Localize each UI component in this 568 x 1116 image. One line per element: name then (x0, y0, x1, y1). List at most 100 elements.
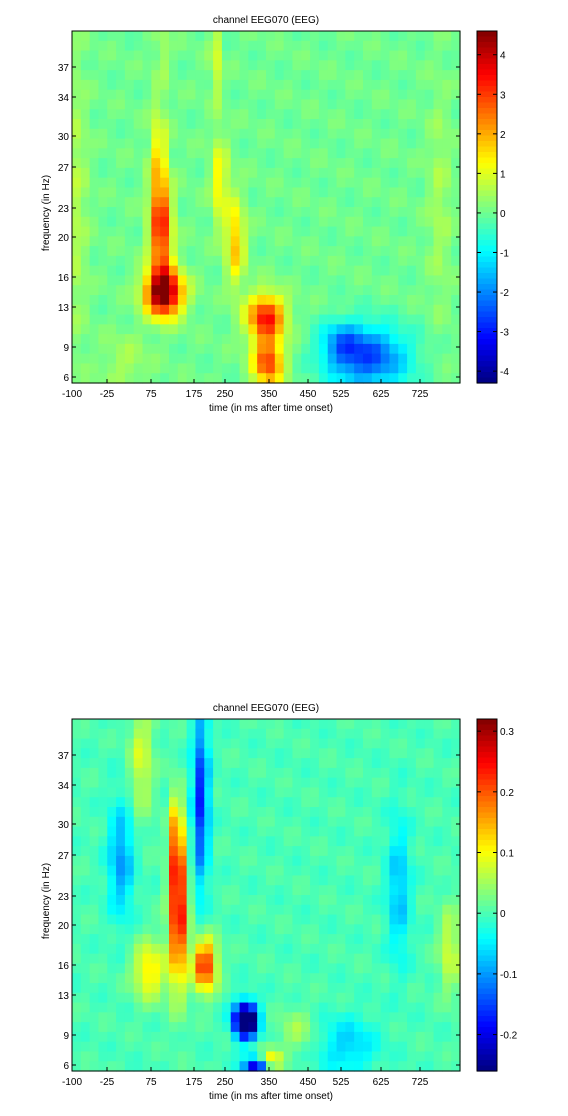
heatmap-cell (151, 177, 161, 189)
heatmap-cell (186, 953, 197, 965)
heatmap-cell (186, 265, 197, 277)
heatmap-cell (221, 943, 232, 955)
heatmap-cell (327, 797, 338, 808)
heatmap-cell (380, 89, 391, 101)
heatmap-cell (89, 748, 100, 759)
colorbar-segment (477, 251, 497, 258)
heatmap-cell (133, 363, 144, 374)
heatmap-cell (354, 285, 364, 296)
heatmap-cell (274, 816, 285, 828)
heatmap-cell (239, 216, 249, 228)
heatmap-cell (327, 826, 338, 837)
heatmap-cell (292, 207, 302, 218)
heatmap-cell (221, 738, 232, 749)
heatmap-cell (160, 992, 170, 1004)
heatmap-cell (310, 138, 320, 149)
heatmap-cell (257, 1061, 267, 1072)
heatmap-cell (133, 99, 144, 110)
heatmap-cell (389, 353, 399, 365)
heatmap-cell (354, 197, 364, 208)
colorbar-segment (477, 988, 497, 995)
y-tick-label: 30 (58, 132, 70, 143)
heatmap-cell (292, 943, 302, 955)
heatmap-cell (177, 334, 188, 345)
colorbar-segment (477, 58, 497, 65)
heatmap-cell (195, 728, 205, 740)
heatmap-cell (169, 807, 179, 818)
heatmap-cell (292, 148, 302, 159)
heatmap-cell (301, 719, 311, 730)
heatmap-cell (327, 904, 338, 916)
heatmap-cell (248, 846, 258, 857)
heatmap-cell (371, 324, 382, 335)
heatmap-cell (89, 60, 100, 71)
heatmap-cell (257, 885, 267, 896)
heatmap-cell (389, 895, 399, 906)
heatmap-cell (89, 943, 100, 955)
heatmap-cell (407, 748, 417, 759)
heatmap-cell (345, 363, 355, 374)
heatmap-cell (124, 295, 135, 306)
heatmap-cell (433, 197, 443, 208)
heatmap-cell (257, 207, 267, 218)
heatmap-cell (230, 1002, 241, 1013)
heatmap-cell (327, 1041, 338, 1053)
heatmap-cell (151, 1022, 161, 1033)
x-tick-label: -100 (62, 1077, 82, 1088)
heatmap-cell (389, 246, 399, 257)
heatmap-cell (204, 748, 214, 759)
heatmap-cell (283, 934, 294, 945)
heatmap-cell (310, 983, 320, 994)
heatmap-cell (354, 246, 364, 257)
heatmap-cell (186, 983, 197, 994)
heatmap-cell (266, 207, 276, 218)
heatmap-cell (142, 255, 152, 267)
heatmap-cell (151, 40, 161, 52)
colorbar-tick-label: -3 (500, 328, 509, 339)
heatmap-cell (213, 285, 223, 296)
heatmap-cell (301, 207, 311, 218)
heatmap-cell (310, 895, 320, 906)
heatmap-cell (283, 343, 294, 355)
heatmap-cell (116, 728, 126, 740)
heatmap-cell (292, 846, 302, 857)
heatmap-cell (221, 197, 232, 208)
colorbar-segment (477, 179, 497, 186)
heatmap-cell (98, 865, 108, 877)
heatmap-cell (169, 89, 179, 101)
heatmap-cell (257, 875, 267, 886)
heatmap-cell (415, 187, 426, 198)
heatmap-cell (327, 148, 338, 159)
heatmap-cell (398, 79, 408, 91)
heatmap-cell (124, 1031, 135, 1043)
heatmap-cell (415, 738, 426, 749)
heatmap-cell (407, 138, 417, 149)
heatmap-cell (371, 816, 382, 828)
heatmap-cell (274, 128, 285, 140)
heatmap-cell (142, 983, 152, 994)
heatmap-cell (274, 334, 285, 345)
heatmap-cell (195, 314, 205, 325)
heatmap-cell (345, 963, 355, 974)
heatmap-cell (336, 934, 346, 945)
heatmap-cell (433, 236, 443, 247)
heatmap-cell (318, 855, 329, 867)
heatmap-cell (433, 855, 443, 867)
heatmap-cell (398, 797, 408, 808)
heatmap-cell (389, 875, 399, 886)
heatmap-cell (283, 216, 294, 228)
heatmap-cell (257, 777, 267, 789)
heatmap-cell (380, 79, 391, 91)
heatmap-cell (310, 865, 320, 877)
heatmap-cell (177, 787, 188, 798)
colorbar-segment (477, 273, 497, 280)
heatmap-cell (327, 719, 338, 730)
heatmap-cell (160, 187, 170, 198)
heatmap-cell (248, 324, 258, 335)
heatmap-cell (107, 304, 117, 316)
heatmap-cell (442, 846, 452, 857)
heatmap-cell (415, 885, 426, 896)
heatmap-cell (371, 992, 382, 1004)
heatmap-cell (292, 983, 302, 994)
heatmap-cell (133, 758, 144, 769)
